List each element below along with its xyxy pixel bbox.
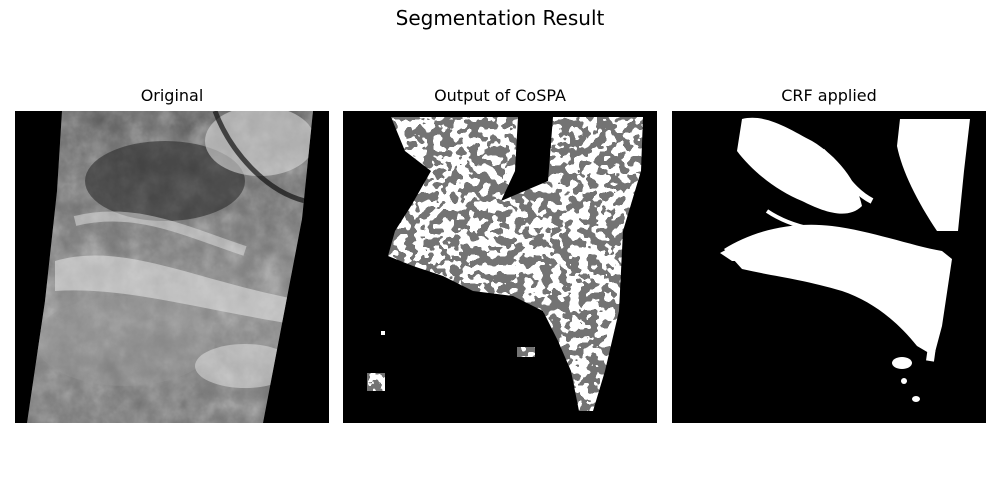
panel-title-cospa: Output of CoSPA	[434, 86, 566, 105]
original-satellite-image	[15, 111, 329, 423]
figure-title: Segmentation Result	[395, 6, 605, 30]
panel-cospa-output: Output of CoSPA	[343, 86, 657, 423]
panel-title-original: Original	[140, 86, 204, 105]
crf-smooth-mask	[672, 111, 986, 423]
cospa-pixel-mask	[343, 111, 657, 423]
panel-title-crf: CRF applied	[781, 86, 877, 105]
panel-crf-applied: CRF applied	[672, 86, 986, 423]
panel-original: Original	[15, 86, 329, 423]
